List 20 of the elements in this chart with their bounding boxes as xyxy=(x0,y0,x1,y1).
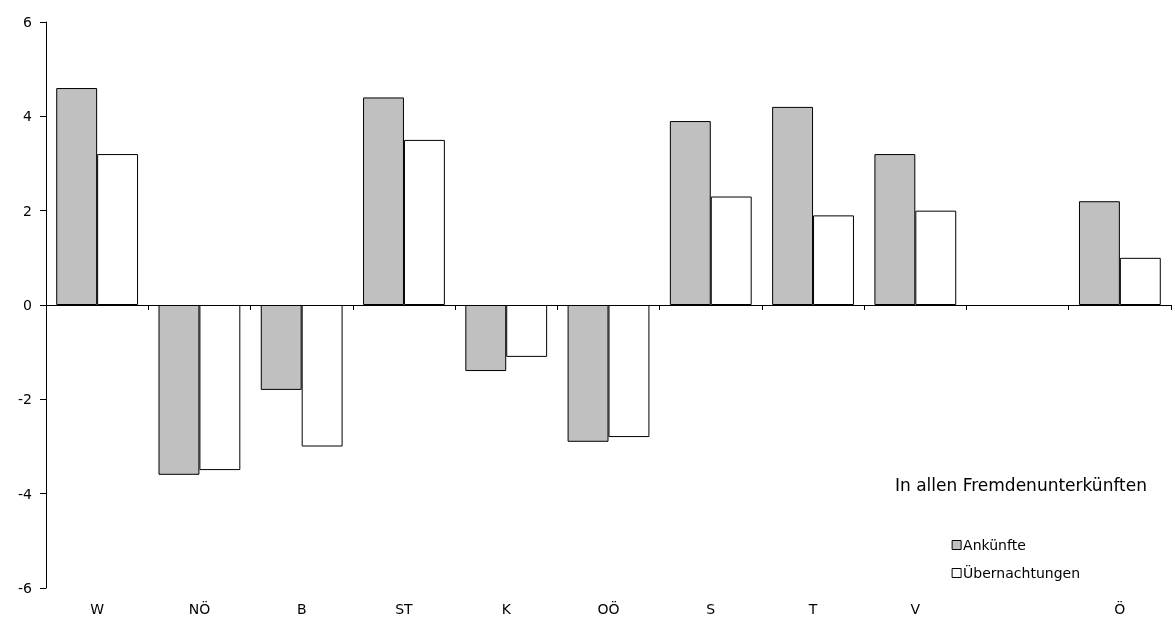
legend-label: Übernachtungen xyxy=(963,564,1080,581)
x-tick-label: B xyxy=(296,601,307,617)
x-tick-label: ST xyxy=(395,601,414,617)
x-tick-label: S xyxy=(706,601,716,617)
legend-title: In allen Fremdenunterkünften xyxy=(894,474,1147,495)
y-tick-label: 6 xyxy=(23,14,33,30)
x-tick-label: K xyxy=(501,601,512,617)
x-tick-label: NÖ xyxy=(188,600,211,617)
x-tick-label: V xyxy=(910,601,921,617)
x-tick-label: OÖ xyxy=(597,600,620,617)
x-tick-label: Ö xyxy=(1114,600,1126,617)
x-tick-label: T xyxy=(807,601,818,617)
y-tick-label: -6 xyxy=(18,580,33,596)
y-tick-label: -4 xyxy=(18,485,33,502)
y-tick-label: -2 xyxy=(18,391,32,408)
y-tick-label: 2 xyxy=(23,202,32,219)
y-tick-label: 0 xyxy=(23,297,32,313)
y-tick-label: 4 xyxy=(23,108,33,125)
x-tick-label: W xyxy=(90,601,105,617)
legend-label: Ankünfte xyxy=(963,537,1026,553)
